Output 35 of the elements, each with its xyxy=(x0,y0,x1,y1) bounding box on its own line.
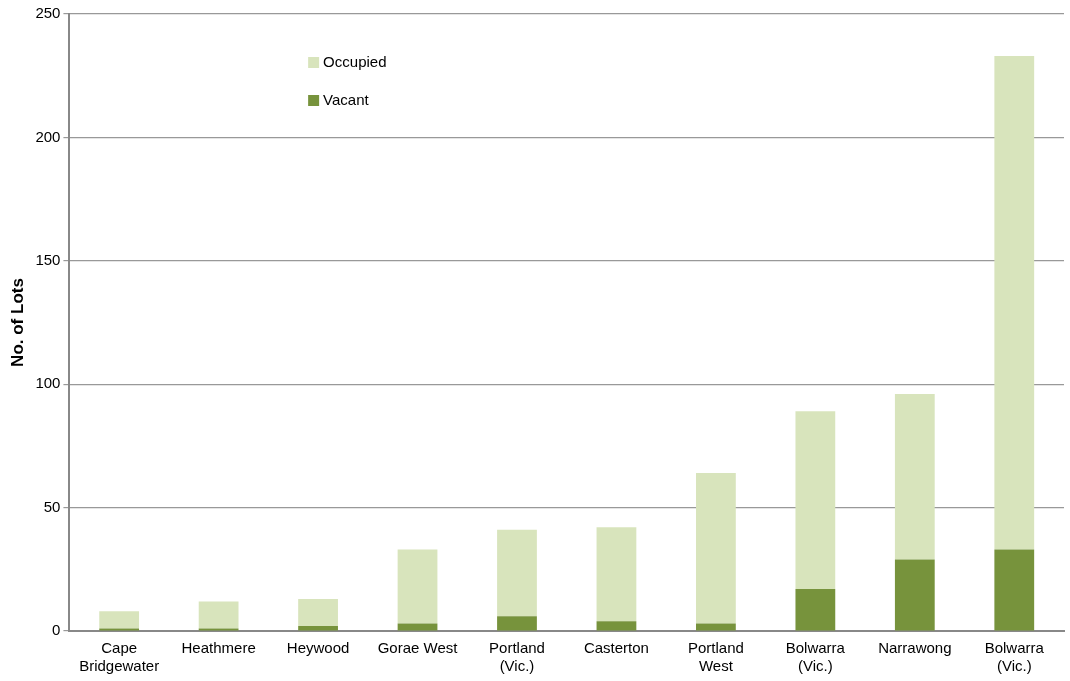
x-tick-label: Cape Bridgewater xyxy=(79,639,160,675)
y-axis-title: No. of Lots xyxy=(7,278,27,367)
bar xyxy=(894,394,935,560)
y-tick-label: 250 xyxy=(35,4,61,22)
bar xyxy=(298,626,338,631)
bar xyxy=(994,549,1035,631)
y-tick-label: 100 xyxy=(35,374,61,392)
bar xyxy=(497,529,537,617)
x-tick-label: Bolwarra (Vic.) xyxy=(785,639,846,675)
bar xyxy=(894,559,935,631)
bar xyxy=(497,616,537,631)
legend-label: Occupied xyxy=(323,53,387,71)
x-tick-label: Narrawong xyxy=(878,639,952,657)
bar xyxy=(795,411,836,590)
bar xyxy=(795,589,836,631)
y-tick-label: 150 xyxy=(35,250,61,268)
legend-label: Vacant xyxy=(323,91,370,109)
bar xyxy=(596,621,637,631)
x-tick-label: Portland (Vic.) xyxy=(489,639,545,675)
bar xyxy=(397,549,438,624)
bar xyxy=(99,611,140,629)
y-tick-label: 0 xyxy=(52,621,61,639)
bar xyxy=(696,473,736,624)
x-tick-label: Casterton xyxy=(583,639,649,657)
x-tick-label: Heywood xyxy=(286,639,350,657)
x-tick-label: Portland West xyxy=(687,639,744,675)
x-tick-label: Bolwarra (Vic.) xyxy=(984,639,1045,675)
x-tick-label: Heathmere xyxy=(181,639,256,657)
y-tick-label: 50 xyxy=(43,497,61,515)
bar xyxy=(298,598,338,627)
bar xyxy=(596,527,637,622)
bar xyxy=(198,601,239,629)
y-tick-label: 200 xyxy=(35,127,61,145)
bar xyxy=(994,55,1035,550)
x-tick-label: Gorae West xyxy=(377,639,459,657)
